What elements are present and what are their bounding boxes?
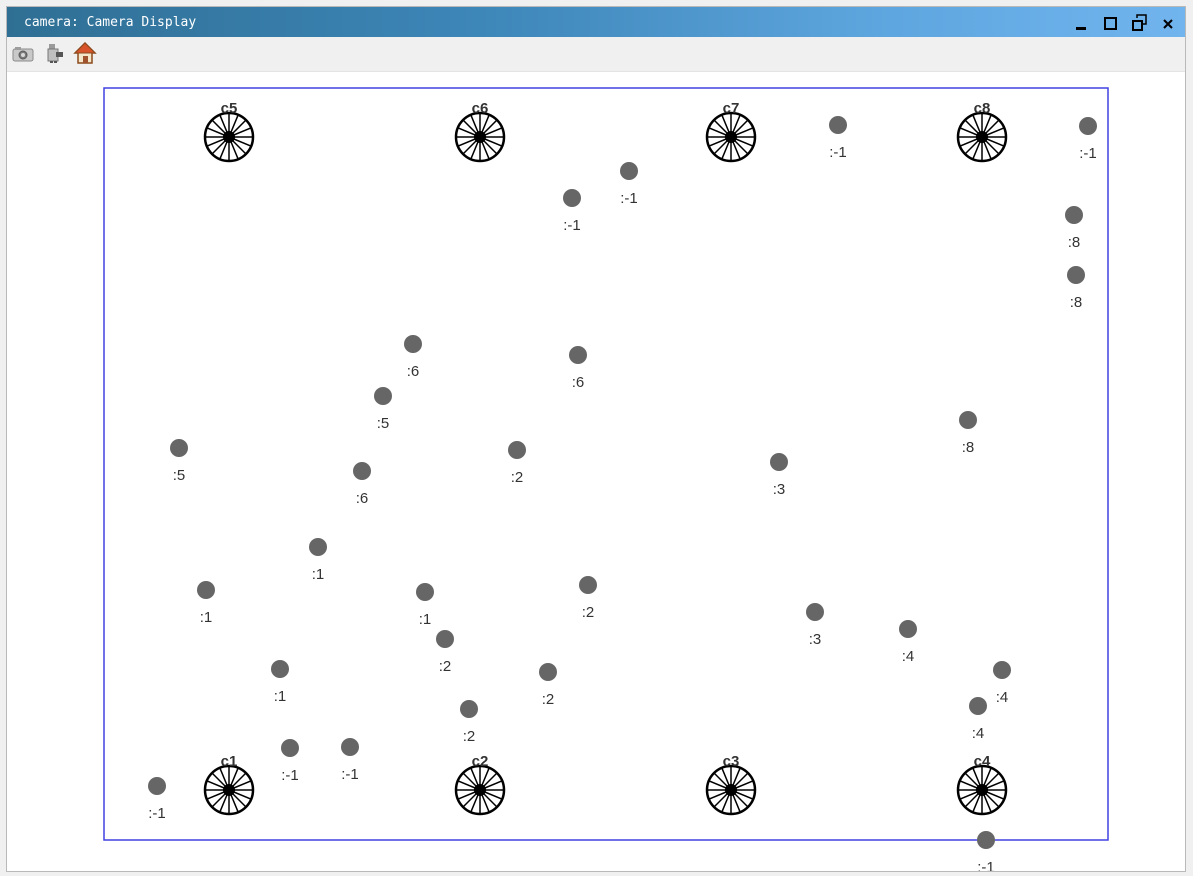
- camera-label: c7: [723, 100, 740, 117]
- target-label: :-1: [1079, 145, 1097, 162]
- target-marker[interactable]: :2: [539, 663, 557, 708]
- target-label: :-1: [829, 144, 847, 161]
- camera-marker-c4[interactable]: c4: [956, 753, 1008, 816]
- camera-label: c4: [974, 753, 991, 770]
- target-label: :4: [996, 689, 1009, 706]
- target-marker[interactable]: :1: [271, 660, 289, 705]
- target-label: :1: [419, 611, 432, 628]
- target-label: :5: [377, 415, 390, 432]
- camera-label: c5: [221, 100, 238, 117]
- snapshot-button[interactable]: [11, 41, 35, 65]
- target-label: :-1: [977, 859, 995, 871]
- camera-label: c2: [472, 753, 489, 770]
- target-marker[interactable]: :-1: [620, 162, 638, 207]
- camera-label: c6: [472, 100, 489, 117]
- camera-marker-c2[interactable]: c2: [454, 753, 506, 816]
- target-label: :2: [511, 469, 524, 486]
- target-marker[interactable]: :2: [460, 700, 478, 745]
- camera-marker-c3[interactable]: c3: [705, 753, 757, 816]
- target-marker[interactable]: :-1: [281, 739, 299, 784]
- target-marker[interactable]: :8: [1067, 266, 1085, 311]
- camera-marker-c5[interactable]: c5: [203, 100, 255, 163]
- target-marker[interactable]: :5: [170, 439, 188, 484]
- target-marker[interactable]: :-1: [563, 189, 581, 234]
- target-marker[interactable]: :1: [416, 583, 434, 628]
- target-marker[interactable]: :6: [569, 346, 587, 391]
- camera-marker-c7[interactable]: c7: [705, 100, 757, 163]
- home-button[interactable]: [73, 41, 97, 65]
- target-label: :1: [312, 566, 325, 583]
- camera-scene[interactable]: c1 c2 c3 c4 c5 c6 c7 c8 :-1 :-1 :-1 :-1 :8 :8 :6 :6 :5 :5…: [7, 72, 1185, 871]
- target-label: :-1: [341, 766, 359, 783]
- camera-marker-c8[interactable]: c8: [956, 100, 1008, 163]
- close-button[interactable]: [1157, 12, 1179, 34]
- target-marker[interactable]: :4: [899, 620, 917, 665]
- target-label: :2: [542, 691, 555, 708]
- target-label: :-1: [620, 190, 638, 207]
- target-marker[interactable]: :5: [374, 387, 392, 432]
- target-label: :5: [173, 467, 186, 484]
- camera-label: c1: [221, 753, 238, 770]
- target-marker[interactable]: :3: [806, 603, 824, 648]
- target-marker[interactable]: :6: [353, 462, 371, 507]
- target-label: :6: [356, 490, 369, 507]
- minimize-icon: [1076, 27, 1086, 30]
- target-label: :3: [773, 481, 786, 498]
- target-marker[interactable]: :-1: [977, 831, 995, 871]
- target-marker[interactable]: :1: [309, 538, 327, 583]
- camera-label: c8: [974, 100, 991, 117]
- title-bar[interactable]: camera: Camera Display: [7, 7, 1185, 37]
- target-label: :2: [582, 604, 595, 621]
- camera-display-window: camera: Camera Display: [6, 6, 1186, 872]
- target-marker[interactable]: :-1: [829, 116, 847, 161]
- target-marker[interactable]: :-1: [1079, 117, 1097, 162]
- target-label: :6: [572, 374, 585, 391]
- target-marker[interactable]: :6: [404, 335, 422, 380]
- target-label: :4: [972, 725, 985, 742]
- target-marker[interactable]: :4: [969, 697, 987, 742]
- target-marker[interactable]: :3: [770, 453, 788, 498]
- close-icon: [1163, 19, 1173, 29]
- toolbar: [7, 37, 1185, 72]
- camera-canvas[interactable]: c1 c2 c3 c4 c5 c6 c7 c8 :-1 :-1 :-1 :-1 :8 :8 :6 :6 :5 :5…: [7, 72, 1185, 871]
- target-marker[interactable]: :2: [436, 630, 454, 675]
- target-label: :2: [439, 658, 452, 675]
- target-label: :-1: [563, 217, 581, 234]
- target-marker[interactable]: :8: [959, 411, 977, 456]
- window-title: camera: Camera Display: [24, 15, 197, 30]
- target-marker[interactable]: :-1: [148, 777, 166, 822]
- target-label: :-1: [281, 767, 299, 784]
- home-icon: [73, 41, 97, 64]
- target-label: :1: [200, 609, 213, 626]
- target-marker[interactable]: :-1: [341, 738, 359, 783]
- maximize-button[interactable]: [1100, 12, 1122, 34]
- target-label: :6: [407, 363, 420, 380]
- target-marker[interactable]: :2: [508, 441, 526, 486]
- target-label: :-1: [148, 805, 166, 822]
- restore-icon: [1132, 14, 1147, 31]
- camera-label: c3: [723, 753, 740, 770]
- target-marker[interactable]: :4: [993, 661, 1011, 706]
- target-label: :8: [962, 439, 975, 456]
- target-marker[interactable]: :2: [579, 576, 597, 621]
- target-marker[interactable]: :8: [1065, 206, 1083, 251]
- target-label: :4: [902, 648, 915, 665]
- camera-marker-c1[interactable]: c1: [203, 753, 255, 816]
- target-label: :3: [809, 631, 822, 648]
- target-marker[interactable]: :1: [197, 581, 215, 626]
- camera-icon: [12, 47, 34, 62]
- camera-marker-c6[interactable]: c6: [454, 100, 506, 163]
- target-label: :8: [1070, 294, 1083, 311]
- field-boundary: [103, 87, 1109, 841]
- restore-button[interactable]: [1129, 12, 1151, 34]
- target-label: :1: [274, 688, 287, 705]
- target-label: :8: [1068, 234, 1081, 251]
- robot-button[interactable]: [43, 41, 67, 65]
- minimize-button[interactable]: [1071, 12, 1093, 34]
- robot-icon: [47, 44, 63, 63]
- maximize-icon: [1104, 17, 1117, 30]
- target-label: :2: [463, 728, 476, 745]
